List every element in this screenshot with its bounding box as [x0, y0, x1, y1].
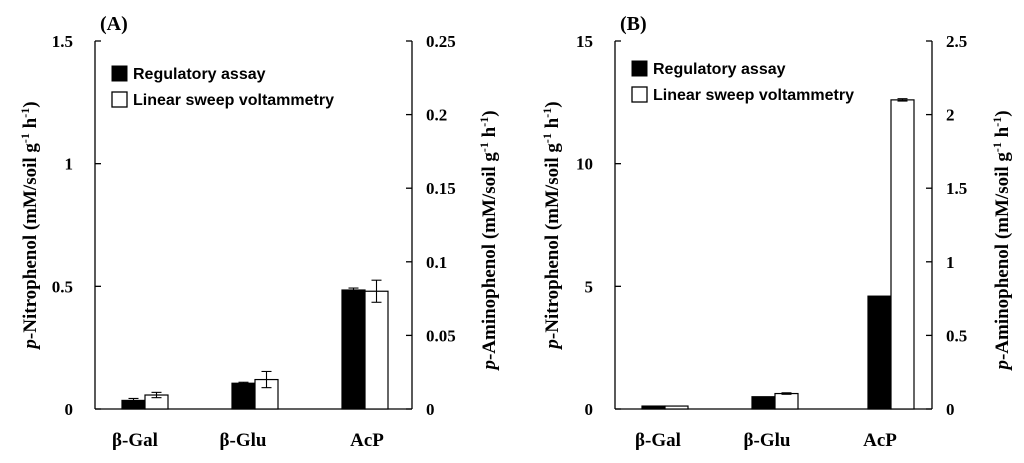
bar-regulatory-0: [641, 405, 666, 410]
bar-regulatory-1: [231, 382, 256, 410]
x-tick-labels-a: β-Gal β-Glu AcP: [112, 430, 384, 451]
right-tick-label: 0: [426, 400, 435, 419]
right-tick-label: 0.2: [426, 106, 447, 125]
bar-regulatory-2: [867, 295, 892, 410]
x-tick-label: β-Glu: [220, 430, 267, 451]
legend-label-lsv-b: Linear sweep voltammetry: [653, 87, 854, 104]
panel-label-b: (B): [620, 13, 647, 35]
bar-lsv-2: [890, 99, 915, 410]
legend-label-regulatory-b: Regulatory assay: [653, 61, 786, 78]
bar-lsv-0: [664, 405, 689, 410]
left-tick-label: 10: [576, 155, 593, 174]
bars-a: [121, 279, 389, 410]
x-tick-label: AcP: [863, 430, 897, 451]
panel-label-a: (A): [100, 13, 128, 35]
x-tick-label: β-Gal: [112, 430, 158, 451]
left-tick-label: 0: [65, 400, 74, 419]
bar-lsv-1: [774, 392, 799, 410]
left-tick-label: 15: [576, 32, 593, 51]
right-tick-label: 0.25: [426, 32, 456, 51]
x-tick-label: β-Glu: [744, 430, 791, 451]
right-tick-label: 0.15: [426, 179, 456, 198]
bar-lsv-2: [364, 290, 389, 410]
left-axis-ticks-b: 0 5 10 15: [576, 32, 621, 419]
bars-b: [641, 98, 915, 410]
right-axis-label-a: p-Aminophenol (mM/soil g-1 h-1): [477, 110, 500, 371]
right-axis-label-b: p-Aminophenol (mM/soil g-1 h-1): [990, 110, 1013, 371]
left-tick-label: 1: [65, 155, 74, 174]
legend-b: Regulatory assay Linear sweep voltammetr…: [631, 60, 854, 104]
legend-swatch-regulatory-b: [631, 60, 648, 77]
left-axis-label-a: p-Nitrophenol (mM/soil g-1 h-1): [18, 101, 41, 350]
legend-swatch-lsv-a: [111, 91, 128, 108]
right-axis-ticks-b: 0 0.5 1 1.5 2 2.5: [926, 32, 967, 419]
right-tick-label: 2: [946, 106, 955, 125]
chart-panel-a: (A) 0 0.5 1 1.5 0 0.05 0.1 0.15 0.2 0.25 β-Gal β…: [18, 13, 500, 451]
legend-label-lsv-a: Linear sweep voltammetry: [133, 92, 334, 109]
x-tick-label: β-Gal: [635, 430, 681, 451]
left-axis-ticks-a: 0 0.5 1 1.5: [52, 32, 101, 419]
left-tick-label: 0.5: [52, 277, 73, 296]
bar-regulatory-1: [751, 396, 776, 410]
right-tick-label: 2.5: [946, 32, 967, 51]
x-tick-label: AcP: [350, 430, 384, 451]
bar-regulatory-2: [341, 289, 366, 410]
legend-swatch-regulatory-a: [111, 65, 128, 82]
legend-swatch-lsv-b: [631, 86, 648, 103]
left-tick-label: 1.5: [52, 32, 73, 51]
right-tick-label: 0.5: [946, 326, 967, 345]
left-tick-label: 0: [585, 400, 594, 419]
right-tick-label: 0.1: [426, 253, 447, 272]
right-tick-label: 0: [946, 400, 955, 419]
right-tick-label: 1.5: [946, 179, 967, 198]
right-tick-label: 0.05: [426, 326, 456, 345]
right-tick-label: 1: [946, 253, 955, 272]
legend-label-regulatory-a: Regulatory assay: [133, 66, 266, 83]
legend-a: Regulatory assay Linear sweep voltammetr…: [111, 65, 334, 109]
right-axis-ticks-a: 0 0.05 0.1 0.15 0.2 0.25: [406, 32, 456, 419]
left-tick-label: 5: [585, 277, 594, 296]
x-tick-labels-b: β-Gal β-Glu AcP: [635, 430, 897, 451]
left-axis-label-b: p-Nitrophenol (mM/soil g-1 h-1): [540, 101, 563, 350]
